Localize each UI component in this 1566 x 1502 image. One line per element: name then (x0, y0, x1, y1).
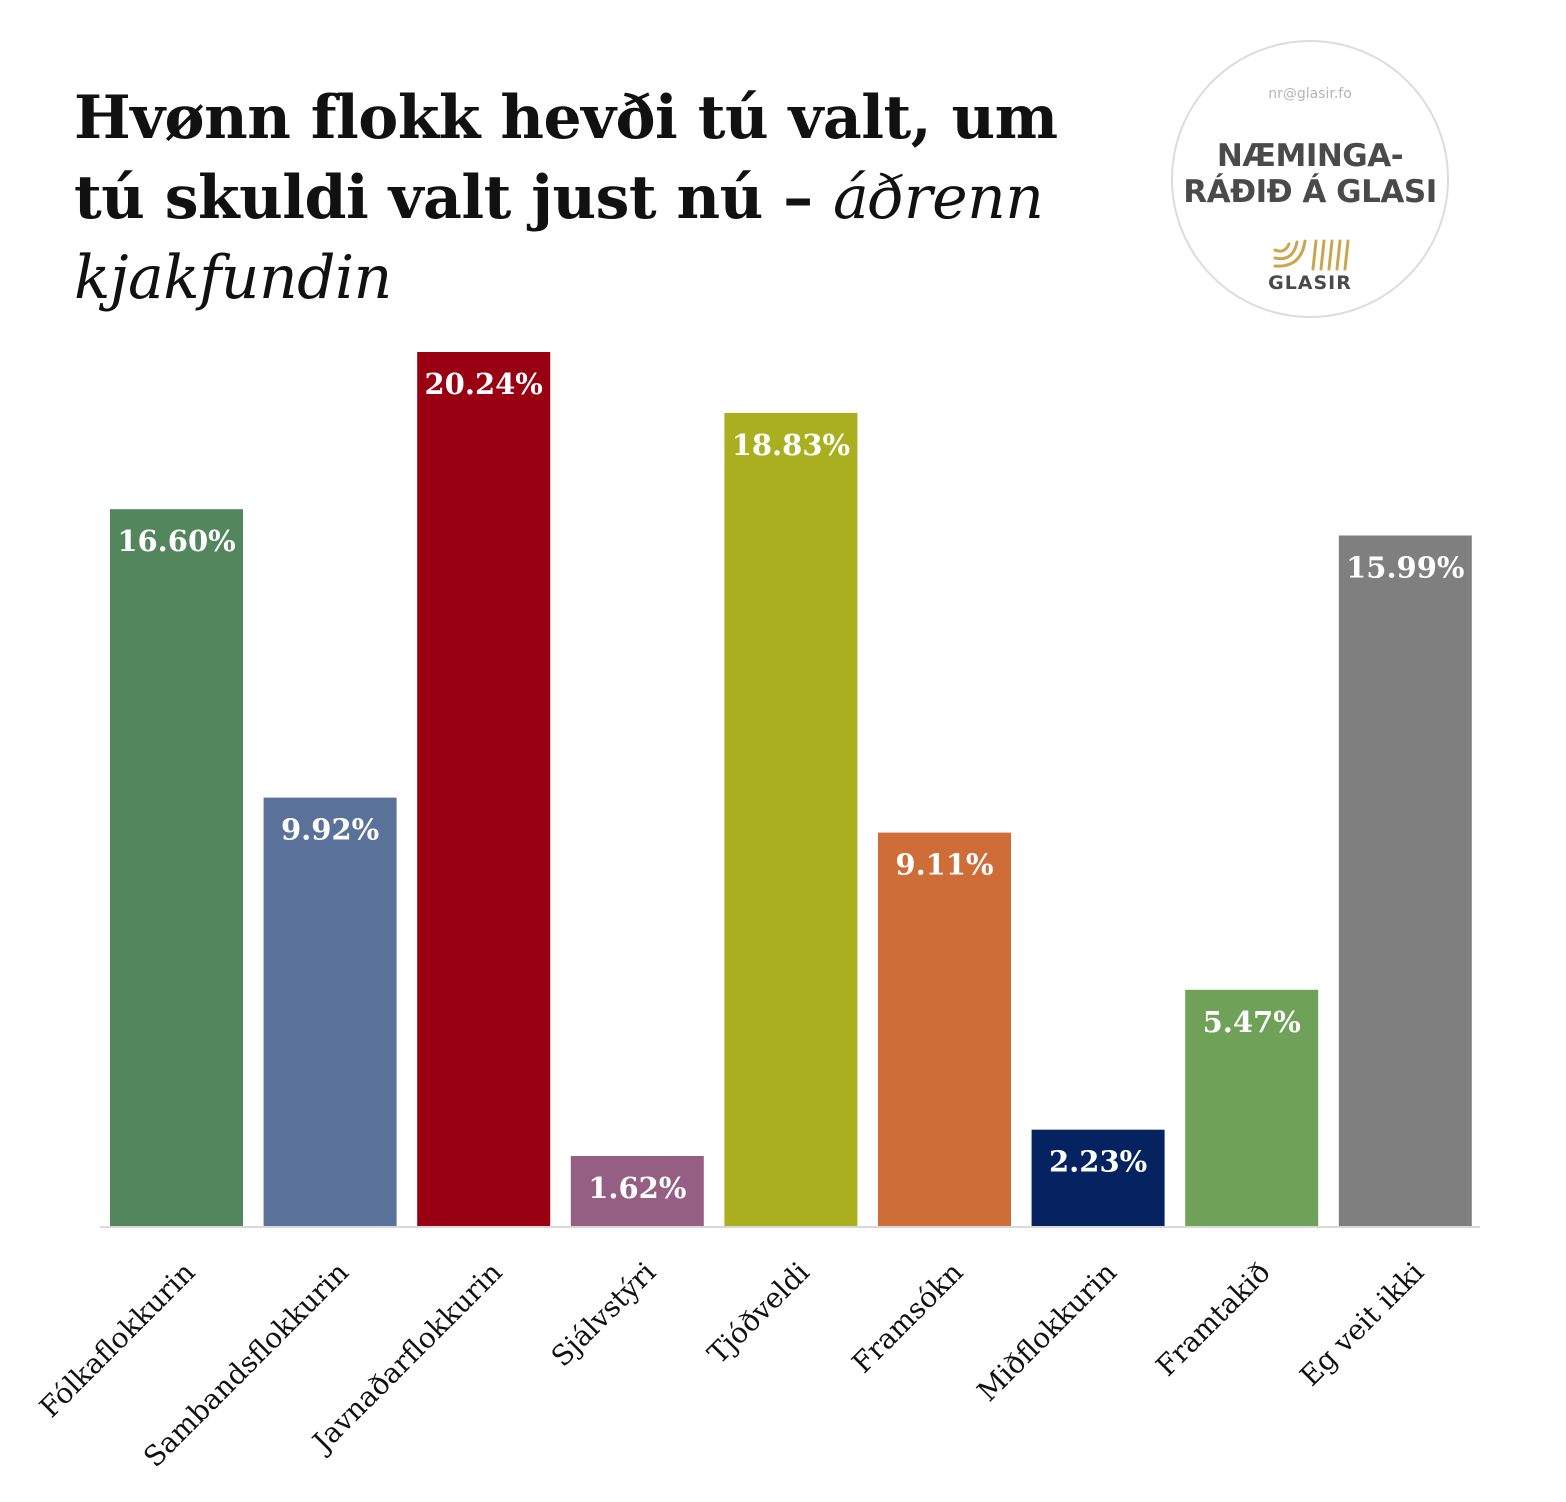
bar-value-label-7: 5.47% (1203, 1005, 1301, 1039)
bar-value-label-1: 9.92% (281, 813, 379, 847)
x-tick-label-4: Tjóðveldi (701, 1256, 816, 1371)
bar-chart: 16.60% 9.92% 20.24% 1.62% 18.83% 9.11% 2.23% 5.… (33, 352, 1480, 1474)
logo-badge: nr@glasir.fo NÆMINGA- RÁÐIÐ Á GLASI GLAS… (1171, 40, 1449, 318)
logo-name-line2: RÁÐIÐ Á GLASI (1183, 174, 1437, 210)
x-tick-label-7: Framtakið (1150, 1256, 1277, 1383)
logo-name: NÆMINGA- RÁÐIÐ Á GLASI (1173, 138, 1447, 210)
bar-6 (1031, 1129, 1165, 1226)
bar-4 (724, 412, 858, 1226)
bar-value-label-6: 2.23% (1049, 1145, 1147, 1179)
bar-7 (1185, 989, 1319, 1226)
chart-title-emphasis: áðrenn kjakfundin (74, 163, 1044, 313)
logo-email: nr@glasir.fo (1268, 86, 1352, 102)
bar-value-label-8: 15.99% (1346, 551, 1464, 585)
logo-brand: GLASIR (1268, 272, 1352, 294)
bar-5 (878, 832, 1011, 1226)
bar-2 (417, 352, 551, 1226)
bar-value-label-5: 9.11% (895, 848, 993, 882)
logo-name-line1: NÆMINGA- (1216, 138, 1404, 174)
x-tick-label-5: Framsókn (845, 1256, 969, 1380)
bar-value-label-4: 18.83% (732, 428, 850, 462)
x-tick-label-0: Fólkaflokkurin (33, 1256, 201, 1424)
x-tick-label-6: Miðflokkurin (971, 1256, 1123, 1408)
bar-value-label-2: 20.24% (425, 367, 543, 401)
chart-title: Hvønn flokk hevði tú valt, um tú skuldi … (74, 78, 1084, 318)
bar-value-label-3: 1.62% (588, 1171, 686, 1205)
sound-waves-icon (1273, 239, 1350, 271)
x-tick-label-8: Eg veit ikki (1293, 1256, 1430, 1393)
x-tick-label-3: Sjálvstýri (545, 1256, 662, 1373)
bar-3 (570, 1156, 704, 1226)
bar-value-label-0: 16.60% (117, 524, 235, 558)
bar-1 (263, 797, 397, 1226)
bar-8 (1338, 535, 1472, 1226)
bar-0 (110, 509, 243, 1226)
chart-title-main: Hvønn flokk hevði tú valt, um tú skuldi … (74, 83, 1058, 233)
